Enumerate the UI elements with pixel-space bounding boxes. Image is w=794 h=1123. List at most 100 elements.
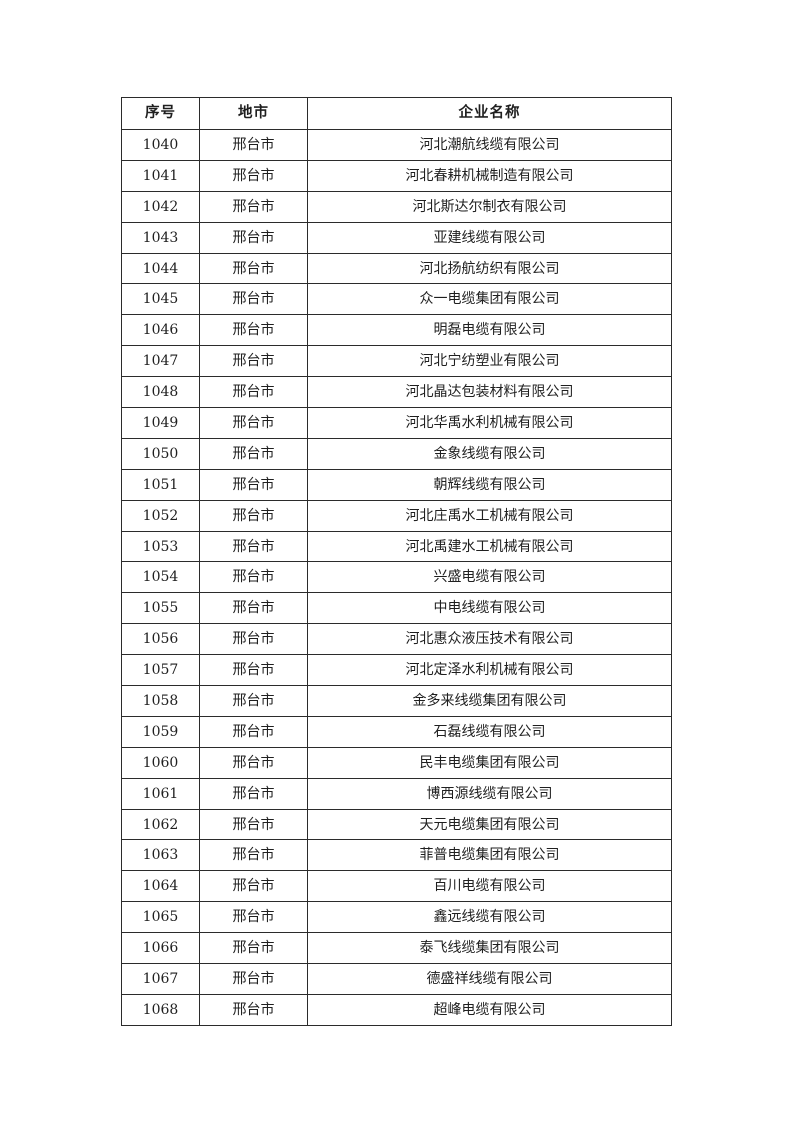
serial-cell: 1050: [121, 437, 200, 470]
serial-cell: 1062: [121, 808, 200, 841]
company-name-cell: 石磊线缆有限公司: [307, 715, 672, 748]
serial-cell: 1045: [121, 283, 200, 316]
table-row: 1068 邢台市 超峰电缆有限公司: [121, 993, 672, 1026]
serial-cell: 1068: [121, 993, 200, 1026]
company-name-cell: 河北宁纺塑业有限公司: [307, 345, 672, 378]
city-cell: 邢台市: [199, 376, 308, 409]
company-name-cell: 菲普电缆集团有限公司: [307, 839, 672, 872]
city-cell: 邢台市: [199, 159, 308, 192]
company-name-cell: 朝辉线缆有限公司: [307, 468, 672, 501]
city-cell: 邢台市: [199, 777, 308, 810]
serial-cell: 1053: [121, 530, 200, 563]
company-name-cell: 河北潮航线缆有限公司: [307, 129, 672, 161]
table-row: 1057 邢台市 河北定泽水利机械有限公司: [121, 654, 672, 687]
table-row: 1059 邢台市 石磊线缆有限公司: [121, 715, 672, 748]
serial-cell: 1042: [121, 190, 200, 223]
serial-cell: 1063: [121, 839, 200, 872]
city-cell: 邢台市: [199, 654, 308, 687]
company-name-cell: 河北晶达包装材料有限公司: [307, 376, 672, 409]
serial-cell: 1048: [121, 376, 200, 409]
company-name-cell: 众一电缆集团有限公司: [307, 283, 672, 316]
company-name-cell: 亚建线缆有限公司: [307, 221, 672, 254]
serial-cell: 1058: [121, 685, 200, 717]
serial-cell: 1060: [121, 746, 200, 779]
company-name-cell: 河北斯达尔制衣有限公司: [307, 190, 672, 223]
city-cell: 邢台市: [199, 530, 308, 563]
serial-cell: 1046: [121, 314, 200, 347]
company-name-cell: 河北定泽水利机械有限公司: [307, 654, 672, 687]
company-name-cell: 河北扬航纺织有限公司: [307, 252, 672, 285]
city-cell: 邢台市: [199, 963, 308, 995]
table-row: 1048 邢台市 河北晶达包装材料有限公司: [121, 376, 672, 409]
table-row: 1062 邢台市 天元电缆集团有限公司: [121, 808, 672, 841]
city-cell: 邢台市: [199, 437, 308, 470]
table-row: 1063 邢台市 菲普电缆集团有限公司: [121, 839, 672, 872]
company-name-cell: 中电线缆有限公司: [307, 592, 672, 625]
company-list-table: 序号 地市 企业名称 1040 邢台市 河北潮航线缆有限公司 1041 邢台市 河北春耕机…: [121, 97, 672, 1026]
table-row: 1061 邢台市 博西源线缆有限公司: [121, 777, 672, 810]
city-cell: 邢台市: [199, 901, 308, 934]
serial-cell: 1056: [121, 623, 200, 656]
city-cell: 邢台市: [199, 407, 308, 439]
company-name-cell: 超峰电缆有限公司: [307, 993, 672, 1026]
serial-cell: 1041: [121, 159, 200, 192]
table-row: 1049 邢台市 河北华禹水利机械有限公司: [121, 407, 672, 439]
table-row: 1044 邢台市 河北扬航纺织有限公司: [121, 252, 672, 285]
table-header-row: 序号 地市 企业名称: [121, 97, 672, 130]
serial-cell: 1066: [121, 932, 200, 965]
company-name-cell: 金象线缆有限公司: [307, 437, 672, 470]
company-name-cell: 博西源线缆有限公司: [307, 777, 672, 810]
serial-cell: 1061: [121, 777, 200, 810]
city-cell: 邢台市: [199, 839, 308, 872]
city-cell: 邢台市: [199, 561, 308, 594]
table-row: 1041 邢台市 河北春耕机械制造有限公司: [121, 159, 672, 192]
serial-cell: 1055: [121, 592, 200, 625]
city-cell: 邢台市: [199, 129, 308, 161]
serial-cell: 1052: [121, 499, 200, 532]
serial-cell: 1064: [121, 870, 200, 903]
company-name-cell: 金多来线缆集团有限公司: [307, 685, 672, 717]
city-cell: 邢台市: [199, 190, 308, 223]
company-name-cell: 河北华禹水利机械有限公司: [307, 407, 672, 439]
table-row: 1067 邢台市 德盛祥线缆有限公司: [121, 963, 672, 995]
table-row: 1053 邢台市 河北禹建水工机械有限公司: [121, 530, 672, 563]
city-cell: 邢台市: [199, 592, 308, 625]
company-name-cell: 河北春耕机械制造有限公司: [307, 159, 672, 192]
serial-cell: 1047: [121, 345, 200, 378]
serial-cell: 1065: [121, 901, 200, 934]
table-row: 1040 邢台市 河北潮航线缆有限公司: [121, 129, 672, 161]
city-cell: 邢台市: [199, 808, 308, 841]
city-cell: 邢台市: [199, 252, 308, 285]
table-row: 1046 邢台市 明磊电缆有限公司: [121, 314, 672, 347]
serial-cell: 1044: [121, 252, 200, 285]
table-row: 1051 邢台市 朝辉线缆有限公司: [121, 468, 672, 501]
company-name-cell: 鑫远线缆有限公司: [307, 901, 672, 934]
table-row: 1066 邢台市 泰飞线缆集团有限公司: [121, 932, 672, 965]
city-cell: 邢台市: [199, 314, 308, 347]
city-cell: 邢台市: [199, 221, 308, 254]
city-cell: 邢台市: [199, 468, 308, 501]
company-name-cell: 德盛祥线缆有限公司: [307, 963, 672, 995]
city-cell: 邢台市: [199, 623, 308, 656]
company-name-cell: 河北禹建水工机械有限公司: [307, 530, 672, 563]
city-cell: 邢台市: [199, 746, 308, 779]
company-name-cell: 河北惠众液压技术有限公司: [307, 623, 672, 656]
serial-cell: 1054: [121, 561, 200, 594]
table-row: 1065 邢台市 鑫远线缆有限公司: [121, 901, 672, 934]
company-name-cell: 明磊电缆有限公司: [307, 314, 672, 347]
city-cell: 邢台市: [199, 499, 308, 532]
serial-cell: 1049: [121, 407, 200, 439]
header-cell-serial: 序号: [121, 97, 200, 130]
serial-cell: 1043: [121, 221, 200, 254]
company-name-cell: 天元电缆集团有限公司: [307, 808, 672, 841]
table-row: 1043 邢台市 亚建线缆有限公司: [121, 221, 672, 254]
serial-cell: 1059: [121, 715, 200, 748]
table-row: 1045 邢台市 众一电缆集团有限公司: [121, 283, 672, 316]
company-name-cell: 兴盛电缆有限公司: [307, 561, 672, 594]
company-name-cell: 百川电缆有限公司: [307, 870, 672, 903]
table-row: 1060 邢台市 民丰电缆集团有限公司: [121, 746, 672, 779]
table-row: 1047 邢台市 河北宁纺塑业有限公司: [121, 345, 672, 378]
table-row: 1064 邢台市 百川电缆有限公司: [121, 870, 672, 903]
company-name-cell: 泰飞线缆集团有限公司: [307, 932, 672, 965]
